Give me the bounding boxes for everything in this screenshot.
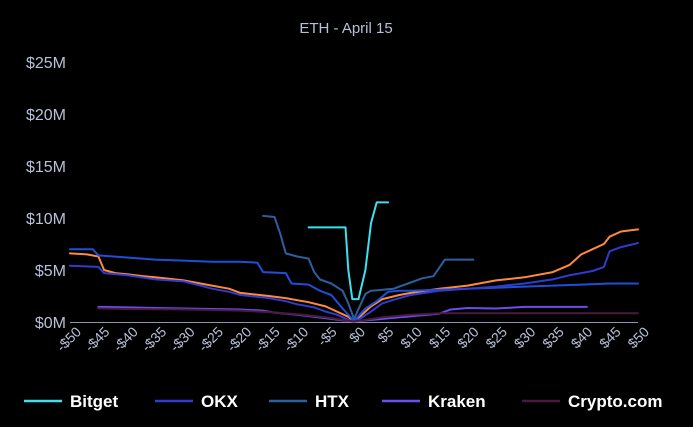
y-tick-label: $25M	[26, 55, 66, 72]
y-tick-label: $0M	[35, 315, 66, 332]
x-tick-label: -$20	[223, 323, 254, 354]
series-line-6	[69, 248, 639, 322]
y-axis: $0M $5M $10M $15M $20M $25M	[26, 55, 66, 332]
legend-label: Crypto.com	[568, 392, 662, 411]
x-tick-label: $50	[624, 323, 652, 351]
y-tick-label: $20M	[26, 107, 66, 124]
x-tick-label: -$35	[138, 323, 169, 354]
legend-label: Bitget	[70, 392, 119, 411]
x-tick-label: $15	[426, 323, 454, 351]
x-tick-label: -$40	[110, 323, 141, 354]
y-tick-label: $5M	[35, 263, 66, 280]
series-lines	[69, 201, 639, 323]
x-tick-label: -$45	[81, 323, 112, 354]
x-tick-label: $25	[482, 323, 510, 351]
series-line-0	[307, 201, 390, 301]
x-tick-label: $20	[454, 323, 482, 351]
legend-label: HTX	[315, 392, 350, 411]
x-tick-label: -$10	[280, 323, 311, 354]
x-tick-label: $5	[374, 323, 396, 345]
x-tick-label: $45	[596, 323, 624, 351]
y-tick-label: $15M	[26, 159, 66, 176]
legend-label: Kraken	[428, 392, 486, 411]
x-tick-label: -$15	[252, 323, 283, 354]
y-tick-label: $10M	[26, 211, 66, 228]
series-line-5	[69, 228, 639, 323]
x-tick-label: $30	[511, 323, 539, 351]
series-line-4	[97, 307, 639, 323]
legend: Bitget OKX HTX Kraken Crypto.com	[24, 392, 662, 411]
x-tick-label: $10	[397, 323, 425, 351]
x-tick-label: -$30	[167, 323, 198, 354]
series-line-2	[262, 214, 475, 320]
x-tick-label: $0	[346, 323, 368, 345]
x-tick-label: $35	[539, 323, 567, 351]
x-tick-label: $40	[568, 323, 596, 351]
chart-title: ETH - April 15	[299, 20, 392, 37]
x-axis: -$50-$45-$40-$35-$30-$25-$20-$15-$10 -$5 $…	[53, 322, 652, 355]
legend-label: OKX	[201, 392, 239, 411]
x-tick-label: -$25	[195, 323, 226, 354]
x-tick-label: -$5	[314, 323, 340, 349]
